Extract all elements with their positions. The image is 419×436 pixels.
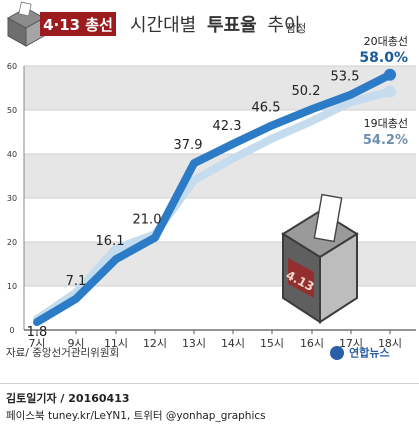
title-bold: 투표율	[207, 15, 257, 36]
y-tick-label: 10	[7, 282, 17, 291]
credit-line-2: 페이스북 tuney.kr/LeYN1, 트위터 @yonhap_graphic…	[6, 410, 266, 422]
series-final-value-20: 58.0%	[359, 50, 408, 66]
badge-bg	[40, 12, 116, 36]
x-tick-label: 15시	[260, 337, 284, 350]
band	[24, 154, 416, 198]
y-tick-label: 20	[7, 238, 17, 247]
y-tick-label: 60	[7, 62, 17, 71]
data-label: 42.3	[213, 119, 242, 134]
source-note: 자료/ 중앙선거관리위원회	[6, 347, 120, 359]
data-label: 21.0	[133, 213, 162, 228]
data-label: 7.1	[66, 274, 87, 289]
y-tick-label: 50	[7, 106, 17, 115]
series-name-20: 20대총선	[364, 35, 408, 48]
x-tick-label: 17시	[339, 337, 363, 350]
series-line-19	[33, 87, 394, 323]
x-tick-label: 13시	[182, 337, 206, 350]
badge-label: 4·13 총선	[43, 16, 113, 34]
title-note: 잠정	[286, 22, 306, 35]
x-tick-label: 12시	[143, 337, 167, 350]
x-tick-label: 7시	[28, 337, 45, 350]
ballot-header-icon	[6, 1, 46, 47]
x-tick-label: 11시	[104, 337, 128, 350]
yonhap-logo-icon	[330, 345, 344, 360]
x-tick-label: 16시	[300, 337, 324, 350]
yonhap-logo-text: 연합뉴스	[349, 346, 390, 360]
yonhap-logo: 연합뉴스	[330, 342, 390, 361]
x-tick-label: 18시	[378, 337, 402, 350]
chart-title: 시간대별 투표율 추이	[130, 15, 301, 36]
y-tick-label: 40	[7, 150, 17, 159]
data-label: 37.9	[174, 138, 203, 153]
series-end-marker-20	[384, 68, 396, 81]
y-tick-label: 30	[7, 194, 17, 203]
credit-line-1: 김토일기자 / 20160413	[6, 392, 130, 405]
data-label: 16.1	[96, 234, 125, 249]
series-name-19: 19대총선	[364, 117, 408, 130]
x-tick-label: 9시	[67, 337, 84, 350]
series-final-value-19: 54.2%	[363, 133, 408, 148]
series-end-marker-19	[384, 85, 396, 98]
title-end: 추이	[267, 15, 300, 36]
data-label: 50.2	[292, 84, 321, 99]
title-plain: 시간대별	[130, 15, 196, 36]
footer-divider	[0, 383, 419, 384]
series-line-20	[33, 70, 394, 327]
data-label: 46.5	[252, 100, 281, 115]
data-label: 1.8	[27, 325, 48, 340]
ballot-box-illustration: 4.13	[281, 193, 359, 324]
x-tick-label: 14시	[221, 337, 245, 350]
data-label: 53.5	[331, 70, 360, 85]
y-tick-label: 0	[9, 326, 14, 335]
